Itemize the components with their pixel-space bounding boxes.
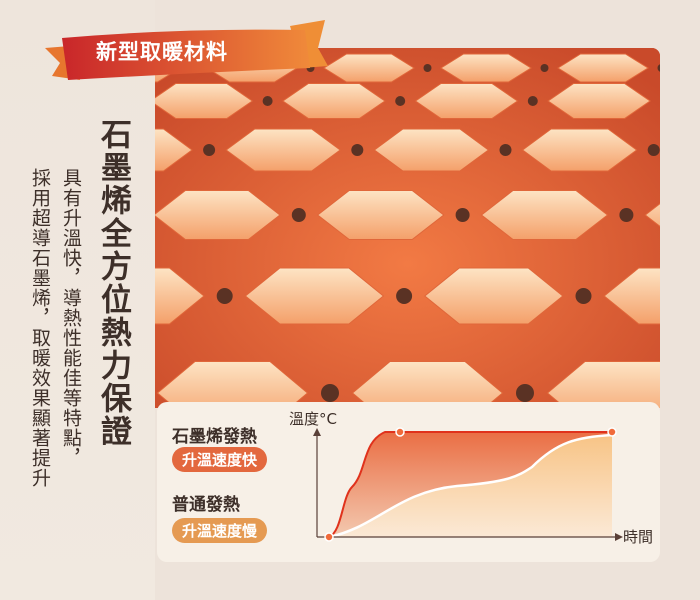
lattice-node: [395, 96, 406, 106]
graphene-lattice-image: [155, 48, 660, 408]
hexagon: [155, 83, 254, 119]
hexagon: [373, 128, 490, 172]
hexagon: [546, 361, 660, 408]
normal-label: 普通發熱: [172, 495, 240, 515]
hexagon: [351, 361, 504, 408]
banner-text: 新型取暖材料: [96, 40, 228, 64]
hexagon: [282, 83, 386, 119]
body-text-1: 具有升溫快，導熱性能佳等特點，: [60, 168, 82, 468]
lattice-node: [516, 384, 534, 402]
lattice-node: [619, 208, 634, 222]
hexagon: [156, 361, 309, 408]
lattice-node: [455, 208, 470, 222]
body-text-2: 採用超導石墨烯，取暖效果顯著提升: [29, 168, 51, 488]
hexagon: [644, 202, 660, 228]
hexagon: [155, 267, 205, 325]
x-axis-label: 時間: [623, 528, 654, 546]
lattice-node: [527, 96, 538, 106]
hexagon: [480, 190, 609, 240]
hexagon: [521, 128, 638, 172]
lattice-node: [396, 288, 413, 304]
lattice-node: [657, 64, 660, 72]
lattice-node: [499, 144, 512, 156]
hexagon: [225, 128, 342, 172]
normal-curve: [328, 433, 613, 539]
hexagon: [414, 83, 519, 119]
hexagon: [244, 267, 385, 325]
hexagon: [603, 267, 660, 325]
hexagon: [323, 53, 415, 83]
y-axis-label: 溫度°C: [289, 410, 337, 428]
lattice-node: [423, 64, 432, 72]
ribbon-banner: 新型取暖材料: [40, 18, 330, 88]
lattice-node: [291, 208, 306, 222]
lattice-node: [647, 144, 660, 156]
lattice-node: [540, 64, 549, 72]
graphene-badge: 升溫速度快: [172, 447, 268, 472]
lattice-node: [216, 288, 233, 304]
hexagon: [424, 267, 564, 325]
lattice-node: [203, 144, 216, 156]
graphene-curve: [328, 431, 612, 538]
background: [0, 0, 155, 600]
lattice-node: [262, 96, 273, 106]
lattice-node: [351, 144, 364, 156]
normal-badge: 升溫速度慢: [172, 518, 268, 543]
heading: 石墨烯全方位熱力保證: [95, 118, 131, 448]
lattice-node: [575, 288, 592, 304]
hexagon: [316, 190, 445, 240]
heating-comparison-panel: 石墨烯發熱 升溫速度快 普通發熱 升溫速度慢 溫度°C 時間: [157, 402, 660, 562]
lattice-node: [321, 384, 339, 402]
hexagon: [155, 190, 281, 240]
hexagon: [557, 53, 649, 83]
hexagon: [155, 128, 193, 172]
graphene-label: 石墨烯發熱: [172, 427, 257, 447]
hexagon: [440, 53, 532, 83]
hexagon: [547, 83, 651, 119]
